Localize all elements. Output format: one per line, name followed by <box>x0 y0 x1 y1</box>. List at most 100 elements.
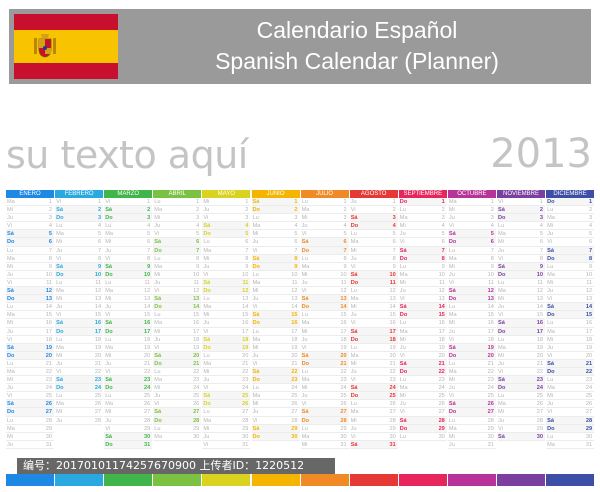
day-row: Vi 5 <box>300 230 349 239</box>
day-row: Mi 9 <box>6 263 54 271</box>
day-row: Lu 2 <box>398 206 447 215</box>
day-row: Lu 29 <box>300 425 349 433</box>
day-row: Ma 29 <box>6 425 54 433</box>
day-number: 11 <box>389 279 396 286</box>
day-row: Mi 24 <box>300 384 349 393</box>
weekday-label: Mi <box>448 377 455 384</box>
day-number: 4 <box>588 223 593 230</box>
day-row: Sá 2 <box>104 206 153 215</box>
day-row: Mi 20 <box>497 352 545 360</box>
weekday-label: Ma <box>7 368 15 375</box>
footer-bar <box>6 474 54 486</box>
day-number: 24 <box>291 385 298 392</box>
weekday-label: Vi <box>448 393 454 400</box>
weekday-label: Ju <box>56 247 63 254</box>
day-number: 4 <box>245 223 249 230</box>
weekday-label: Do <box>105 385 113 392</box>
day-number: 21 <box>291 360 298 367</box>
weekday-label: Ju <box>547 231 554 238</box>
day-row: Vi 15 <box>55 311 104 320</box>
day-number: 19 <box>143 344 151 351</box>
day-row: Mi 25 <box>546 392 595 401</box>
month-column: OCTUBRE Ma 1 Mi 2 Ju 3 Vi 4 Sá 5 Do 6 Lu 7 Ma 8 Mi 9 Ju 10 Vi… <box>447 190 496 449</box>
weekday-label: Ju <box>301 393 308 400</box>
weekday-label: Do <box>7 239 15 246</box>
weekday-label: Lu <box>105 223 112 230</box>
day-number: 6 <box>48 239 52 246</box>
day-number: 16 <box>340 320 347 327</box>
day-row: Ju 31 <box>447 441 496 449</box>
day-number: 23 <box>94 377 102 384</box>
day-number: 23 <box>242 377 249 384</box>
month-column: AGOSTO Ju 1 Vi 2 Sá 3 Do 4 Lu 5 Ma 6 Mi 7 Ju 8 Vi 9 Sá 10 Do 1… <box>349 190 398 449</box>
weekday-label: Sá <box>154 296 162 303</box>
day-number: 21 <box>438 360 445 367</box>
weekday-label: Do <box>547 199 555 205</box>
weekday-label: Ma <box>498 288 506 295</box>
day-row: Mi 20 <box>55 352 104 360</box>
weekday-label: Do <box>498 215 506 222</box>
month-header: JUNIO <box>251 190 300 198</box>
day-number: 12 <box>389 288 396 295</box>
day-number: 3 <box>588 215 593 222</box>
weekday-label: Ma <box>56 401 64 408</box>
day-row: Ju 24 <box>447 384 496 393</box>
weekday-label: Lu <box>105 336 112 343</box>
day-row: Ju 12 <box>546 287 595 296</box>
weekday-label: Vi <box>301 401 307 408</box>
day-row: Sá 8 <box>251 255 300 263</box>
weekday-label: Lu <box>448 304 456 311</box>
day-number: 15 <box>438 312 445 319</box>
day-row: Do 23 <box>251 376 300 385</box>
weekday-label: Ju <box>203 320 210 327</box>
day-row: Ma 12 <box>104 287 153 296</box>
day-row: Vi 22 <box>104 368 153 377</box>
day-row: Sá 17 <box>349 328 398 336</box>
weekday-label: Vi <box>301 344 307 351</box>
header-banner: Calendario Español Spanish Calendar (Pla… <box>9 9 591 84</box>
day-row: Ju 5 <box>398 230 447 239</box>
day-number: 3 <box>245 215 249 222</box>
month-column: ENERO Ma 1 Mi 2 Ju 3 Vi 4 Sá 5 Do 6 Lu 7 Ma 8 Mi 9 Ju 10 Vi 11… <box>6 190 54 449</box>
weekday-label: Vi <box>56 199 61 205</box>
day-number: 17 <box>291 328 298 335</box>
day-row: Lu 13 <box>202 295 251 304</box>
weekday-label: Sá <box>56 377 63 384</box>
weekday-label: Ma <box>252 279 261 286</box>
day-row: Do 26 <box>202 400 251 409</box>
weekday-label: Ju <box>203 433 210 440</box>
day-row: Ma 28 <box>202 417 251 425</box>
day-number: 5 <box>48 231 52 238</box>
weekday-label: Mi <box>498 409 504 416</box>
day-number: 8 <box>539 255 543 262</box>
day-row: Vi 5 <box>153 230 202 239</box>
day-row: Ma 9 <box>153 263 202 271</box>
day-number: 3 <box>392 215 396 222</box>
day-number: 1 <box>392 199 396 205</box>
day-number: 22 <box>291 368 298 375</box>
weekday-label: Ma <box>203 360 212 367</box>
day-row: Lu 30 <box>546 433 595 441</box>
day-number: 12 <box>45 288 52 295</box>
day-number: 26 <box>143 401 151 408</box>
day-number: 3 <box>196 215 200 222</box>
day-row: Lu 11 <box>497 279 545 288</box>
weekday-label: Mi <box>498 296 504 303</box>
weekday-label: Ma <box>56 344 64 351</box>
weekday-label: Ju <box>448 328 455 335</box>
weekday-label: Vi <box>350 377 356 384</box>
weekday-label: Vi <box>7 393 12 400</box>
weekday-label: Mi <box>547 279 553 286</box>
day-row: Ju 25 <box>153 392 202 401</box>
day-row: Mi 13 <box>55 295 104 304</box>
day-number: 10 <box>45 271 52 278</box>
weekday-label: Ju <box>399 231 406 238</box>
day-row: Lu 11 <box>55 279 104 288</box>
day-row: Do 28 <box>153 417 202 425</box>
day-number: 27 <box>340 409 347 416</box>
day-row: Mi 31 <box>300 441 349 449</box>
weekday-label: Ju <box>547 288 554 295</box>
day-row: Mi 7 <box>349 247 398 255</box>
weekday-label: Do <box>350 336 359 343</box>
day-number: 19 <box>585 344 593 351</box>
